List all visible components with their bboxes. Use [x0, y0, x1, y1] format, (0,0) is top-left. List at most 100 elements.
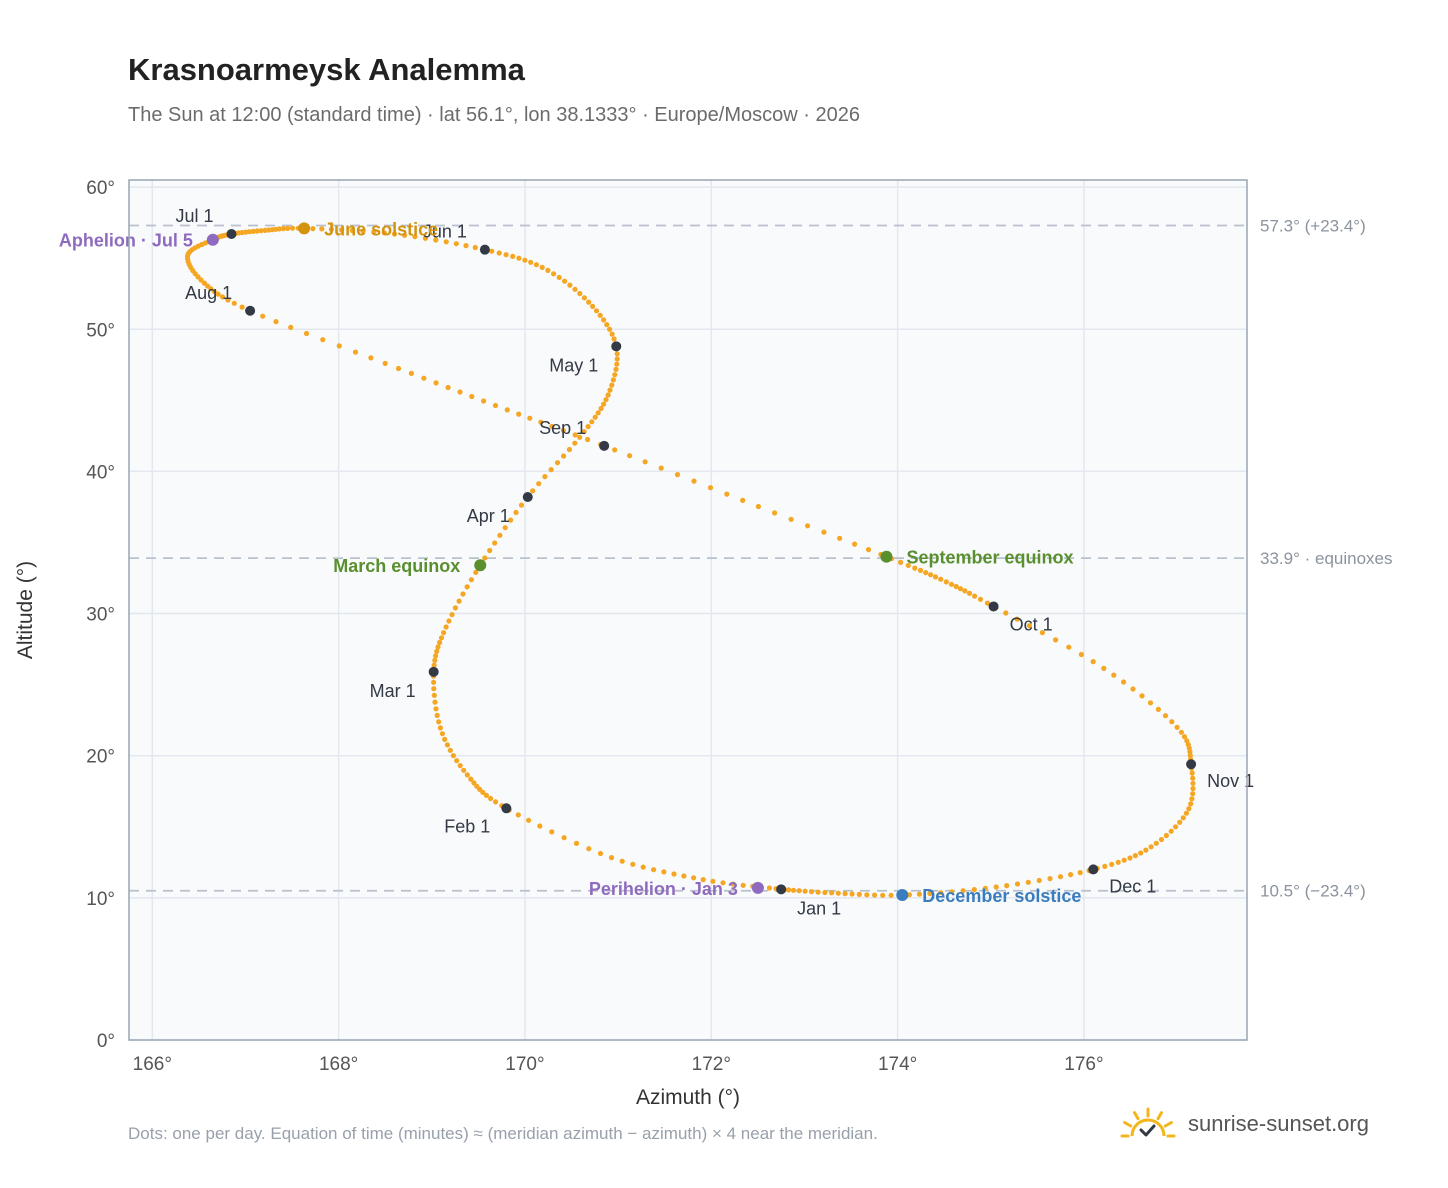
daily-sun-dot — [607, 326, 613, 332]
daily-sun-dot — [651, 867, 657, 873]
daily-sun-dot — [522, 257, 528, 263]
daily-sun-dot — [597, 312, 603, 318]
reference-line-label: 10.5° (−23.4°) — [1260, 882, 1366, 901]
daily-sun-dot — [556, 274, 562, 280]
daily-sun-dot — [1121, 679, 1127, 685]
daily-sun-dot — [595, 410, 601, 416]
daily-sun-dot — [1177, 819, 1183, 825]
daily-sun-dot — [339, 227, 345, 233]
y-tick-label: 50° — [86, 320, 115, 341]
daily-sun-dot — [612, 447, 618, 453]
month-marker-dot — [611, 341, 622, 352]
daily-sun-dot — [1121, 857, 1127, 863]
event-marker-label: December solstice — [922, 886, 1081, 906]
daily-sun-dot — [527, 415, 533, 421]
daily-sun-dot — [437, 725, 443, 731]
daily-sun-dot — [1111, 672, 1117, 678]
daily-sun-dot — [1148, 844, 1154, 850]
daily-sun-dot — [412, 234, 418, 240]
daily-sun-dot — [837, 535, 843, 541]
daily-sun-dot — [516, 255, 522, 261]
daily-sun-dot — [971, 887, 977, 893]
sun-ray — [1156, 1111, 1163, 1121]
daily-sun-dot — [502, 525, 508, 531]
month-marker-label: Jan 1 — [797, 898, 841, 918]
brand[interactable]: sunrise-sunset.org — [1120, 1102, 1369, 1146]
month-marker-label: Sep 1 — [539, 418, 586, 438]
y-tick-label: 0° — [97, 1031, 115, 1052]
daily-sun-dot — [528, 259, 534, 265]
x-axis-label: Azimuth (°) — [636, 1086, 740, 1109]
month-marker-label: Apr 1 — [467, 506, 510, 526]
daily-sun-dot — [482, 555, 488, 561]
daily-sun-dot — [1163, 832, 1169, 839]
daily-sun-dot — [610, 377, 617, 383]
daily-sun-dot — [442, 736, 448, 743]
daily-sun-dot — [391, 231, 398, 237]
daily-sun-dot — [320, 337, 326, 343]
daily-sun-dot — [1168, 828, 1174, 834]
daily-sun-dot — [1109, 861, 1115, 868]
daily-sun-dot — [468, 577, 474, 583]
daily-sun-dot — [538, 419, 544, 425]
month-marker-dot — [522, 491, 533, 502]
daily-sun-dot — [1155, 706, 1161, 713]
daily-sun-dot — [441, 630, 447, 636]
month-marker-label: Aug 1 — [185, 283, 232, 303]
daily-sun-dot — [943, 579, 949, 585]
daily-sun-dot — [472, 244, 478, 251]
daily-sun-dot — [917, 567, 924, 574]
daily-sun-dot — [1014, 616, 1020, 622]
daily-sun-dot — [614, 356, 620, 362]
month-marker-dot — [1088, 864, 1099, 875]
daily-sun-dot — [972, 593, 978, 599]
daily-sun-dot — [352, 349, 359, 355]
daily-sun-dot — [549, 829, 555, 835]
daily-sun-dot — [938, 576, 944, 582]
daily-sun-dot — [927, 890, 933, 897]
daily-sun-dot — [539, 264, 545, 270]
daily-sun-dot — [766, 885, 773, 891]
daily-sun-dot — [609, 331, 615, 337]
sun-ray — [1133, 1111, 1140, 1121]
daily-sun-dot — [707, 485, 714, 491]
daily-sun-dot — [530, 488, 536, 494]
daily-sun-dot — [916, 891, 923, 897]
daily-sun-dot — [611, 336, 617, 342]
daily-sun-dot — [1101, 665, 1107, 672]
daily-sun-dot — [592, 414, 598, 420]
y-tick-label: 30° — [86, 605, 115, 626]
event-marker-dot — [896, 889, 909, 902]
daily-sun-dot — [457, 763, 463, 769]
daily-sun-dot — [720, 880, 726, 886]
daily-sun-dot — [421, 375, 427, 381]
daily-sun-dot — [581, 429, 587, 435]
event-marker-label: September equinox — [906, 548, 1073, 568]
daily-sun-dot — [786, 887, 792, 893]
daily-sun-dot — [957, 586, 964, 592]
daily-sun-dot — [449, 612, 455, 618]
daily-sun-dot — [461, 767, 467, 773]
daily-sun-dot — [700, 877, 706, 883]
daily-sun-dot — [598, 405, 604, 412]
daily-sun-dot — [905, 562, 911, 569]
daily-sun-dot — [607, 387, 613, 393]
month-marker-dot — [599, 440, 610, 451]
daily-sun-dot — [608, 855, 615, 861]
daily-sun-dot — [1162, 713, 1169, 719]
daily-sun-dot — [526, 817, 532, 823]
daily-sun-dot — [460, 591, 466, 597]
daily-sun-dot — [432, 657, 438, 664]
daily-sun-dot — [993, 884, 999, 890]
daily-sun-dot — [856, 891, 862, 898]
brand-name: sunrise-sunset.org — [1188, 1111, 1369, 1136]
daily-sun-dot — [691, 478, 697, 484]
daily-sun-dot — [1187, 752, 1193, 759]
daily-sun-dot — [671, 871, 677, 877]
daily-sun-dot — [452, 605, 458, 611]
daily-sun-dot — [433, 237, 439, 243]
daily-sun-dot — [1189, 770, 1195, 776]
daily-sun-dot — [808, 889, 815, 895]
y-tick-label: 10° — [86, 889, 115, 910]
daily-sun-dot — [585, 424, 591, 430]
